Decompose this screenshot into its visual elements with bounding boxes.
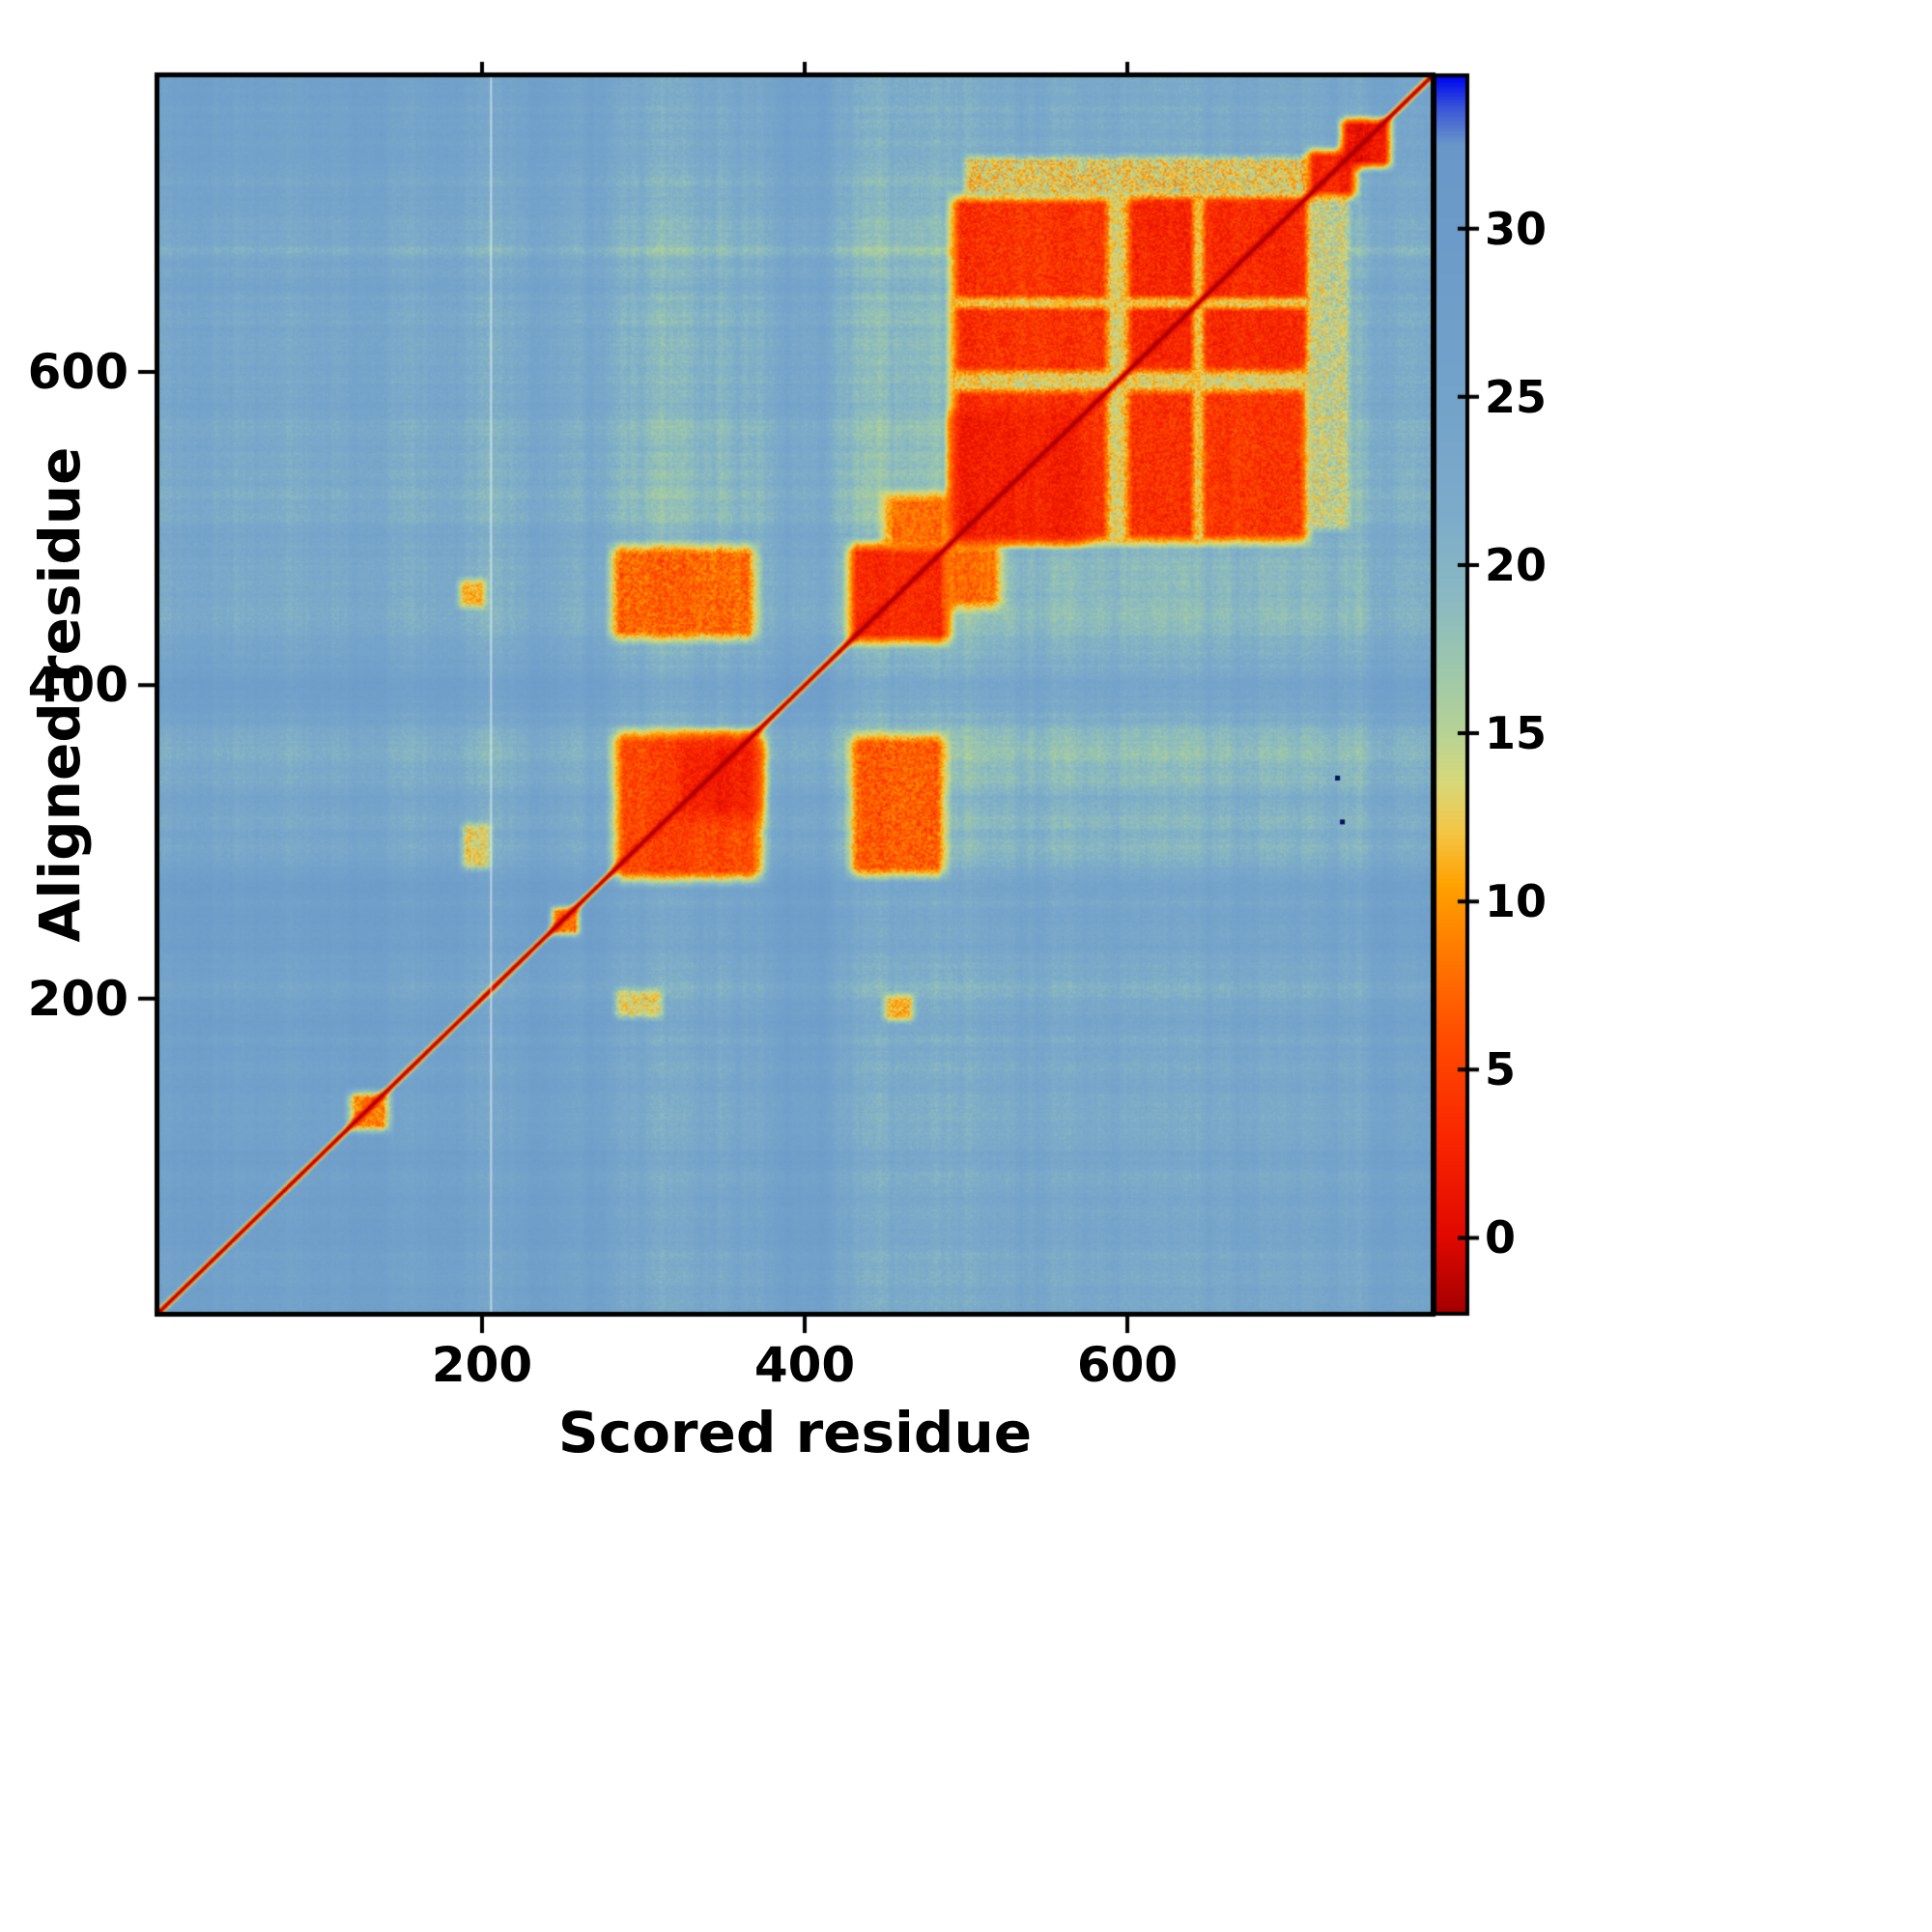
heatmap-canvas	[0, 0, 1932, 1932]
heatmap-figure: Scored residue Aligned residue 200 400 600…	[0, 0, 1932, 1932]
